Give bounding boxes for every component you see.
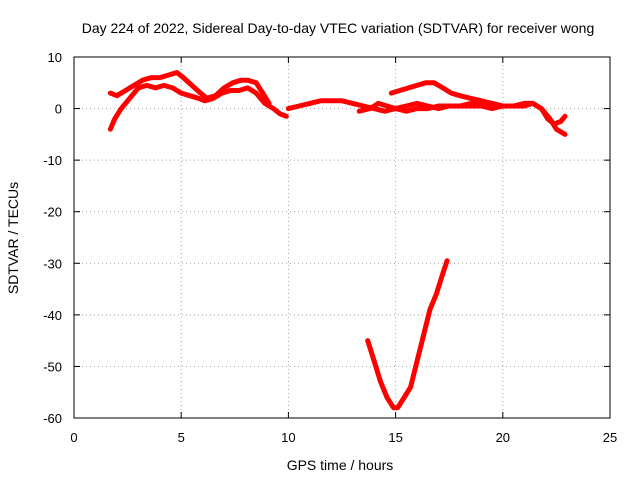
x-tick-label: 15: [388, 430, 402, 445]
series-line-arc-6-dip: [365, 258, 450, 411]
chart-title: Day 224 of 2022, Sidereal Day-to-day VTE…: [82, 20, 595, 36]
series-line-arc-1-lower: [107, 82, 289, 132]
series-line-arc-3: [356, 100, 506, 114]
series-group: [107, 70, 568, 411]
x-tick-labels: 0 5 10 15 20 25: [70, 430, 617, 445]
x-tick-label: 20: [496, 430, 510, 445]
y-tick-label: 10: [48, 50, 62, 65]
series-line-arc-5-tail: [530, 100, 568, 127]
y-tick-label: 0: [55, 102, 62, 117]
series-line-arc-1-upper: [107, 70, 272, 106]
grid: [74, 57, 610, 418]
x-tick-label: 25: [603, 430, 617, 445]
y-tick-label: -30: [43, 256, 62, 271]
y-tick-label: -50: [43, 359, 62, 374]
x-tick-label: 5: [178, 430, 185, 445]
x-tick-label: 10: [281, 430, 295, 445]
y-tick-label: -40: [43, 308, 62, 323]
x-axis-title: GPS time / hours: [287, 457, 394, 473]
y-axis-title: SDTVAR / TECUs: [5, 182, 21, 294]
y-tick-label: -20: [43, 205, 62, 220]
y-tick-label: -60: [43, 411, 62, 426]
tick-marks: [73, 56, 611, 419]
y-tick-labels: 10 0 -10 -20 -30 -40 -50 -60: [43, 50, 62, 426]
y-tick-label: -10: [43, 153, 62, 168]
plot-frame: [73, 56, 611, 419]
x-tick-label: 0: [70, 430, 77, 445]
